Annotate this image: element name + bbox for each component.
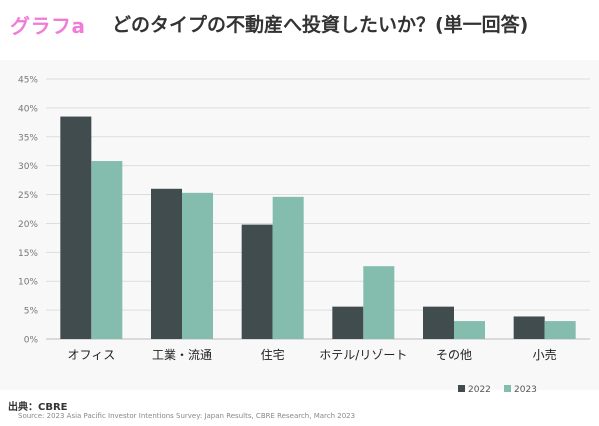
y-tick-label: 35% xyxy=(18,133,38,143)
bar-2022 xyxy=(151,188,182,339)
brand-label: グラフa xyxy=(10,14,86,38)
y-tick-label: 10% xyxy=(18,278,38,288)
bar-2022 xyxy=(332,306,364,339)
x-tick-label: ホテル/リゾート xyxy=(319,348,407,362)
bar-2022 xyxy=(60,116,92,339)
x-tick-label: 小売 xyxy=(533,347,557,362)
legend-swatch xyxy=(504,385,511,392)
y-tick-label: 20% xyxy=(18,220,38,230)
bars xyxy=(60,116,576,339)
y-tick-label: 5% xyxy=(24,307,39,317)
y-axis-ticks: 0% 5% 10% 15% 20% 25% 30% 35% 40% 45% xyxy=(18,76,38,346)
y-tick-label: 30% xyxy=(18,162,38,172)
bar-2023 xyxy=(272,196,304,339)
x-tick-label: 住宅 xyxy=(261,347,285,362)
source-label: 出典：CBRE xyxy=(8,402,68,413)
bar-2023 xyxy=(363,266,395,339)
y-tick-label: 40% xyxy=(18,104,38,114)
y-tick-label: 45% xyxy=(18,76,38,86)
legend-label: 2022 xyxy=(468,385,491,395)
bar-2022 xyxy=(423,306,454,339)
bar-2022 xyxy=(241,224,273,339)
x-tick-label: オフィス xyxy=(67,348,115,362)
bar-2023 xyxy=(182,192,213,339)
x-tick-label: 工業・流通 xyxy=(152,348,212,362)
legend-label: 2023 xyxy=(514,385,537,395)
y-tick-label: 15% xyxy=(18,249,38,259)
x-axis-ticks: オフィス 工業・流通 住宅 ホテル/リゾート その他 小売 xyxy=(67,347,556,362)
y-tick-label: 0% xyxy=(24,336,39,346)
y-tick-label: 25% xyxy=(18,191,38,201)
bar-chart: 0% 5% 10% 15% 20% 25% 30% 35% 40% 45% オフィス 工業・流通 住宅… xyxy=(18,76,590,395)
bar-2023 xyxy=(91,161,123,339)
bar-2023 xyxy=(454,321,485,339)
bar-2022 xyxy=(513,316,545,339)
chart-title: どのタイプの不動産へ投資したいか？(単一回答) xyxy=(112,14,529,36)
x-tick-label: その他 xyxy=(436,348,472,362)
gridlines xyxy=(46,78,590,340)
legend-swatch xyxy=(458,385,465,392)
bar-2023 xyxy=(544,321,576,339)
source-note: Source: 2023 Asia Pacific Investor Inten… xyxy=(18,412,356,420)
header: グラフa どのタイプの不動産へ投資したいか？(単一回答) xyxy=(0,0,599,52)
legend: 2022 2023 xyxy=(458,385,537,395)
